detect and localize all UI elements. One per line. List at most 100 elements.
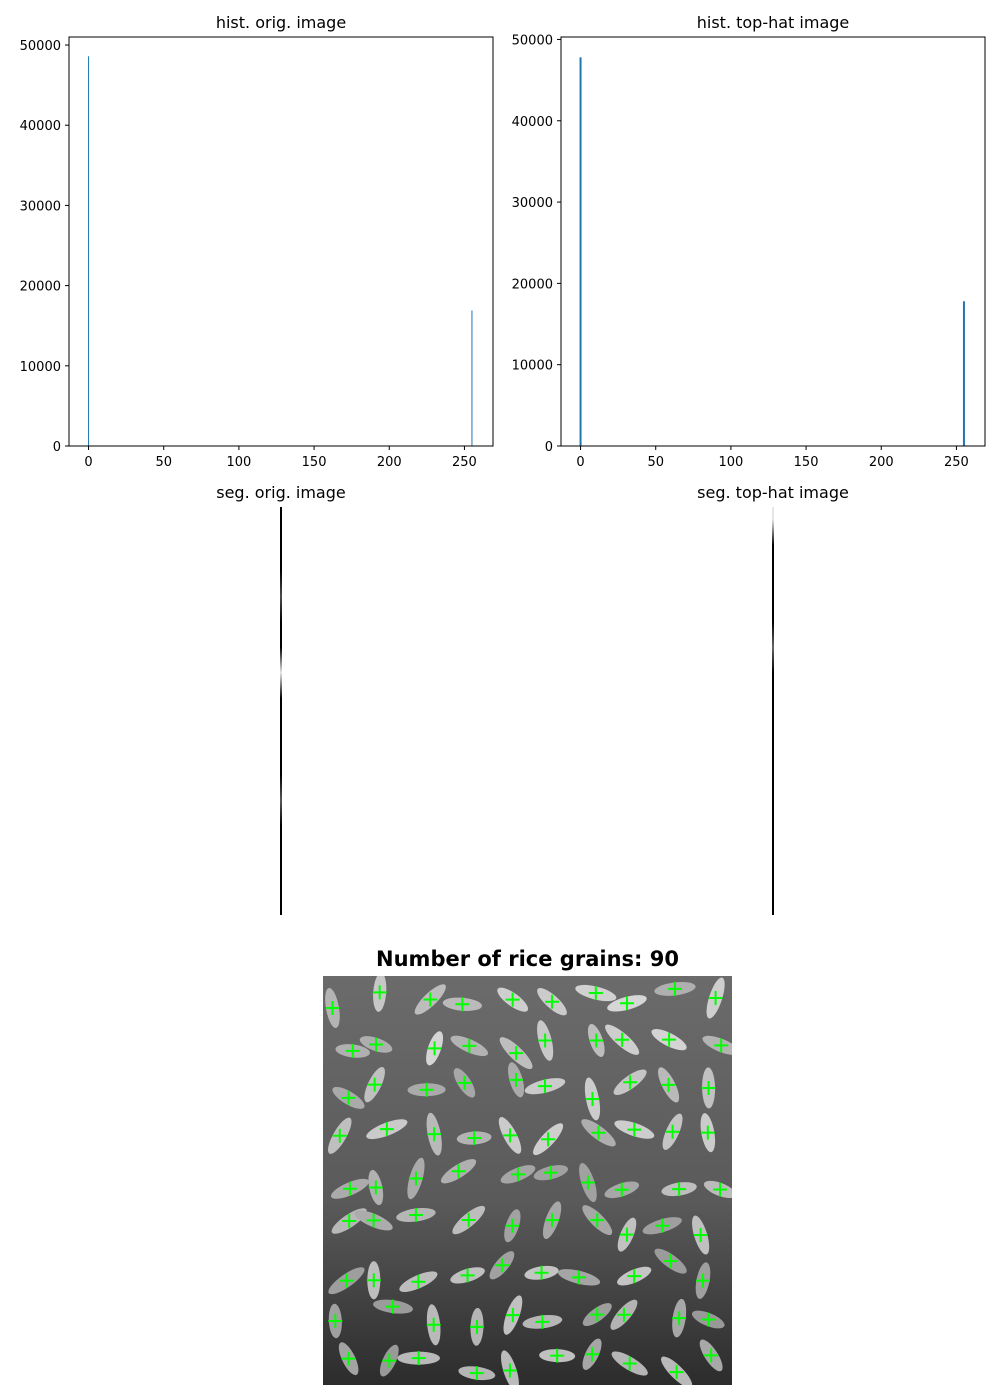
centroid-marker	[665, 1124, 680, 1139]
centroid-marker	[509, 1072, 524, 1087]
centroid-marker	[550, 1348, 565, 1363]
centroid-marker	[623, 1075, 638, 1090]
centroid-marker	[615, 1032, 630, 1047]
centroid-marker	[427, 1127, 442, 1142]
x-tick-label: 250	[944, 455, 969, 470]
centroid-marker	[505, 1218, 520, 1233]
x-tick-label: 0	[576, 455, 584, 470]
centroid-marker	[328, 1313, 343, 1328]
centroid-marker	[627, 1269, 642, 1284]
centroid-marker	[627, 1122, 642, 1137]
centroid-marker	[461, 1213, 476, 1228]
centroid-marker	[411, 1274, 426, 1289]
centroid-marker	[341, 1351, 356, 1366]
centroid-marker	[460, 1268, 475, 1283]
centroid-marker	[408, 1207, 423, 1222]
centroid-marker	[713, 1182, 728, 1197]
centroid-marker	[672, 1311, 687, 1326]
centroid-marker	[700, 1125, 715, 1140]
centroid-marker	[455, 997, 470, 1012]
histogram-bar	[579, 57, 582, 446]
y-tick-label: 10000	[512, 359, 553, 374]
hist-orig-chart: 0 50 100 150 200 250 0 10000 20000 30000 40000 5000…	[20, 36, 494, 470]
centroid-marker	[661, 1077, 676, 1092]
centroid-marker	[368, 1180, 383, 1195]
centroid-marker	[545, 1213, 560, 1228]
centroid-marker	[572, 1270, 587, 1285]
centroid-marker	[714, 1038, 729, 1053]
centroid-marker	[616, 1307, 631, 1322]
centroid-marker	[408, 1171, 423, 1186]
histogram-bar	[962, 301, 965, 446]
centroid-marker	[385, 1299, 400, 1314]
histogram-bar	[471, 310, 473, 446]
hist-tophat-panel: hist. top-hat image 0 50 100 150 200 250 0 1000…	[0, 0, 1000, 480]
centroid-marker	[510, 1167, 525, 1182]
centroid-marker	[535, 1314, 550, 1329]
centroid-marker	[419, 1082, 434, 1097]
centroid-marker	[411, 1351, 426, 1366]
centroid-marker	[541, 1132, 556, 1147]
centroid-marker	[701, 1312, 716, 1327]
rice-grains-image	[323, 976, 732, 1385]
centroid-marker	[339, 1273, 354, 1288]
seg-tophat-title: seg. top-hat image	[697, 483, 849, 502]
centroid-marker	[342, 1214, 357, 1229]
centroid-marker	[451, 1164, 466, 1179]
centroid-marker	[545, 994, 560, 1009]
axes-frame	[68, 36, 494, 447]
centroid-marker	[534, 1265, 549, 1280]
centroid-marker	[382, 1353, 397, 1368]
hist-tophat-title: hist. top-hat image	[696, 13, 850, 32]
x-tick-label: 150	[302, 455, 327, 470]
y-tick-label: 20000	[512, 277, 553, 292]
x-tick-label: 100	[718, 455, 743, 470]
y-tick-label: 10000	[20, 360, 61, 375]
hist-orig-panel: hist. orig. image 0 50 100 150 200 250 0 10000 2…	[0, 0, 500, 480]
centroid-marker	[672, 1182, 687, 1197]
centroid-marker	[580, 1175, 595, 1190]
centroid-marker	[379, 1122, 394, 1137]
segmentation-strip	[772, 507, 774, 915]
centroid-marker	[502, 1363, 517, 1378]
centroid-marker	[704, 1348, 719, 1363]
x-tick-label: 200	[869, 455, 894, 470]
centroid-marker	[505, 1308, 520, 1323]
centroid-marker	[367, 1077, 382, 1092]
centroid-marker	[619, 996, 634, 1011]
centroid-marker	[590, 1213, 605, 1228]
centroid-marker	[585, 1347, 600, 1362]
centroid-marker	[342, 1181, 357, 1196]
centroid-marker	[695, 1273, 710, 1288]
seg-tophat-image	[772, 507, 774, 915]
x-tick-label: 50	[155, 455, 172, 470]
y-tick-label: 50000	[20, 39, 61, 54]
x-tick-label: 150	[794, 455, 819, 470]
y-tick-label: 30000	[20, 199, 61, 214]
centroid-marker	[588, 986, 603, 1001]
y-tick-label: 40000	[512, 115, 553, 130]
centroid-marker	[366, 1273, 381, 1288]
x-tick-label: 0	[84, 455, 92, 470]
centroid-marker	[469, 1319, 484, 1334]
centroid-marker	[619, 1227, 634, 1242]
centroid-marker	[427, 1041, 442, 1056]
centroid-marker	[614, 1182, 629, 1197]
centroid-marker	[325, 1000, 340, 1015]
y-tick-label: 30000	[512, 196, 553, 211]
y-tick-label: 0	[53, 440, 61, 455]
segmentation-strip	[280, 507, 282, 915]
centroid-marker	[663, 1254, 678, 1269]
centroid-marker	[585, 1091, 600, 1106]
centroid-marker	[669, 1365, 684, 1380]
centroid-marker	[668, 981, 683, 996]
y-tick-label: 20000	[20, 280, 61, 295]
centroid-marker	[537, 1079, 552, 1094]
centroid-marker	[345, 1043, 360, 1058]
centroid-marker	[332, 1128, 347, 1143]
axes-frame	[560, 36, 986, 447]
y-tick-label: 50000	[512, 33, 553, 48]
centroid-marker	[423, 992, 438, 1007]
x-tick-label: 200	[377, 455, 402, 470]
seg-orig-image	[280, 507, 282, 915]
